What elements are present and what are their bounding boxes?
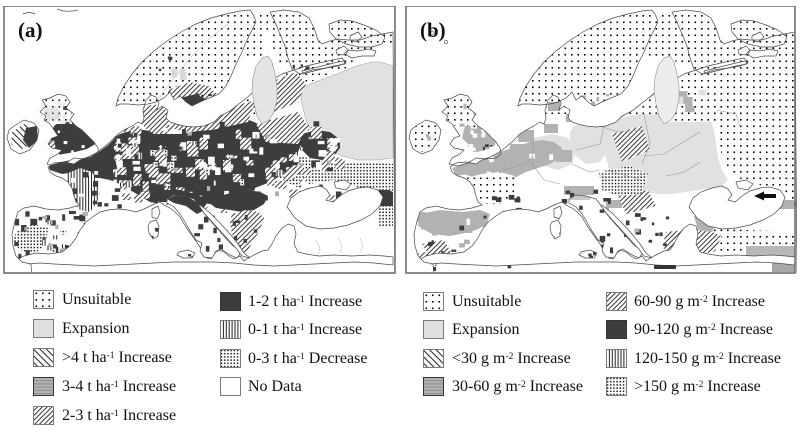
svg-text:(a): (a) bbox=[18, 18, 43, 42]
svg-text:(b): (b) bbox=[420, 18, 446, 42]
